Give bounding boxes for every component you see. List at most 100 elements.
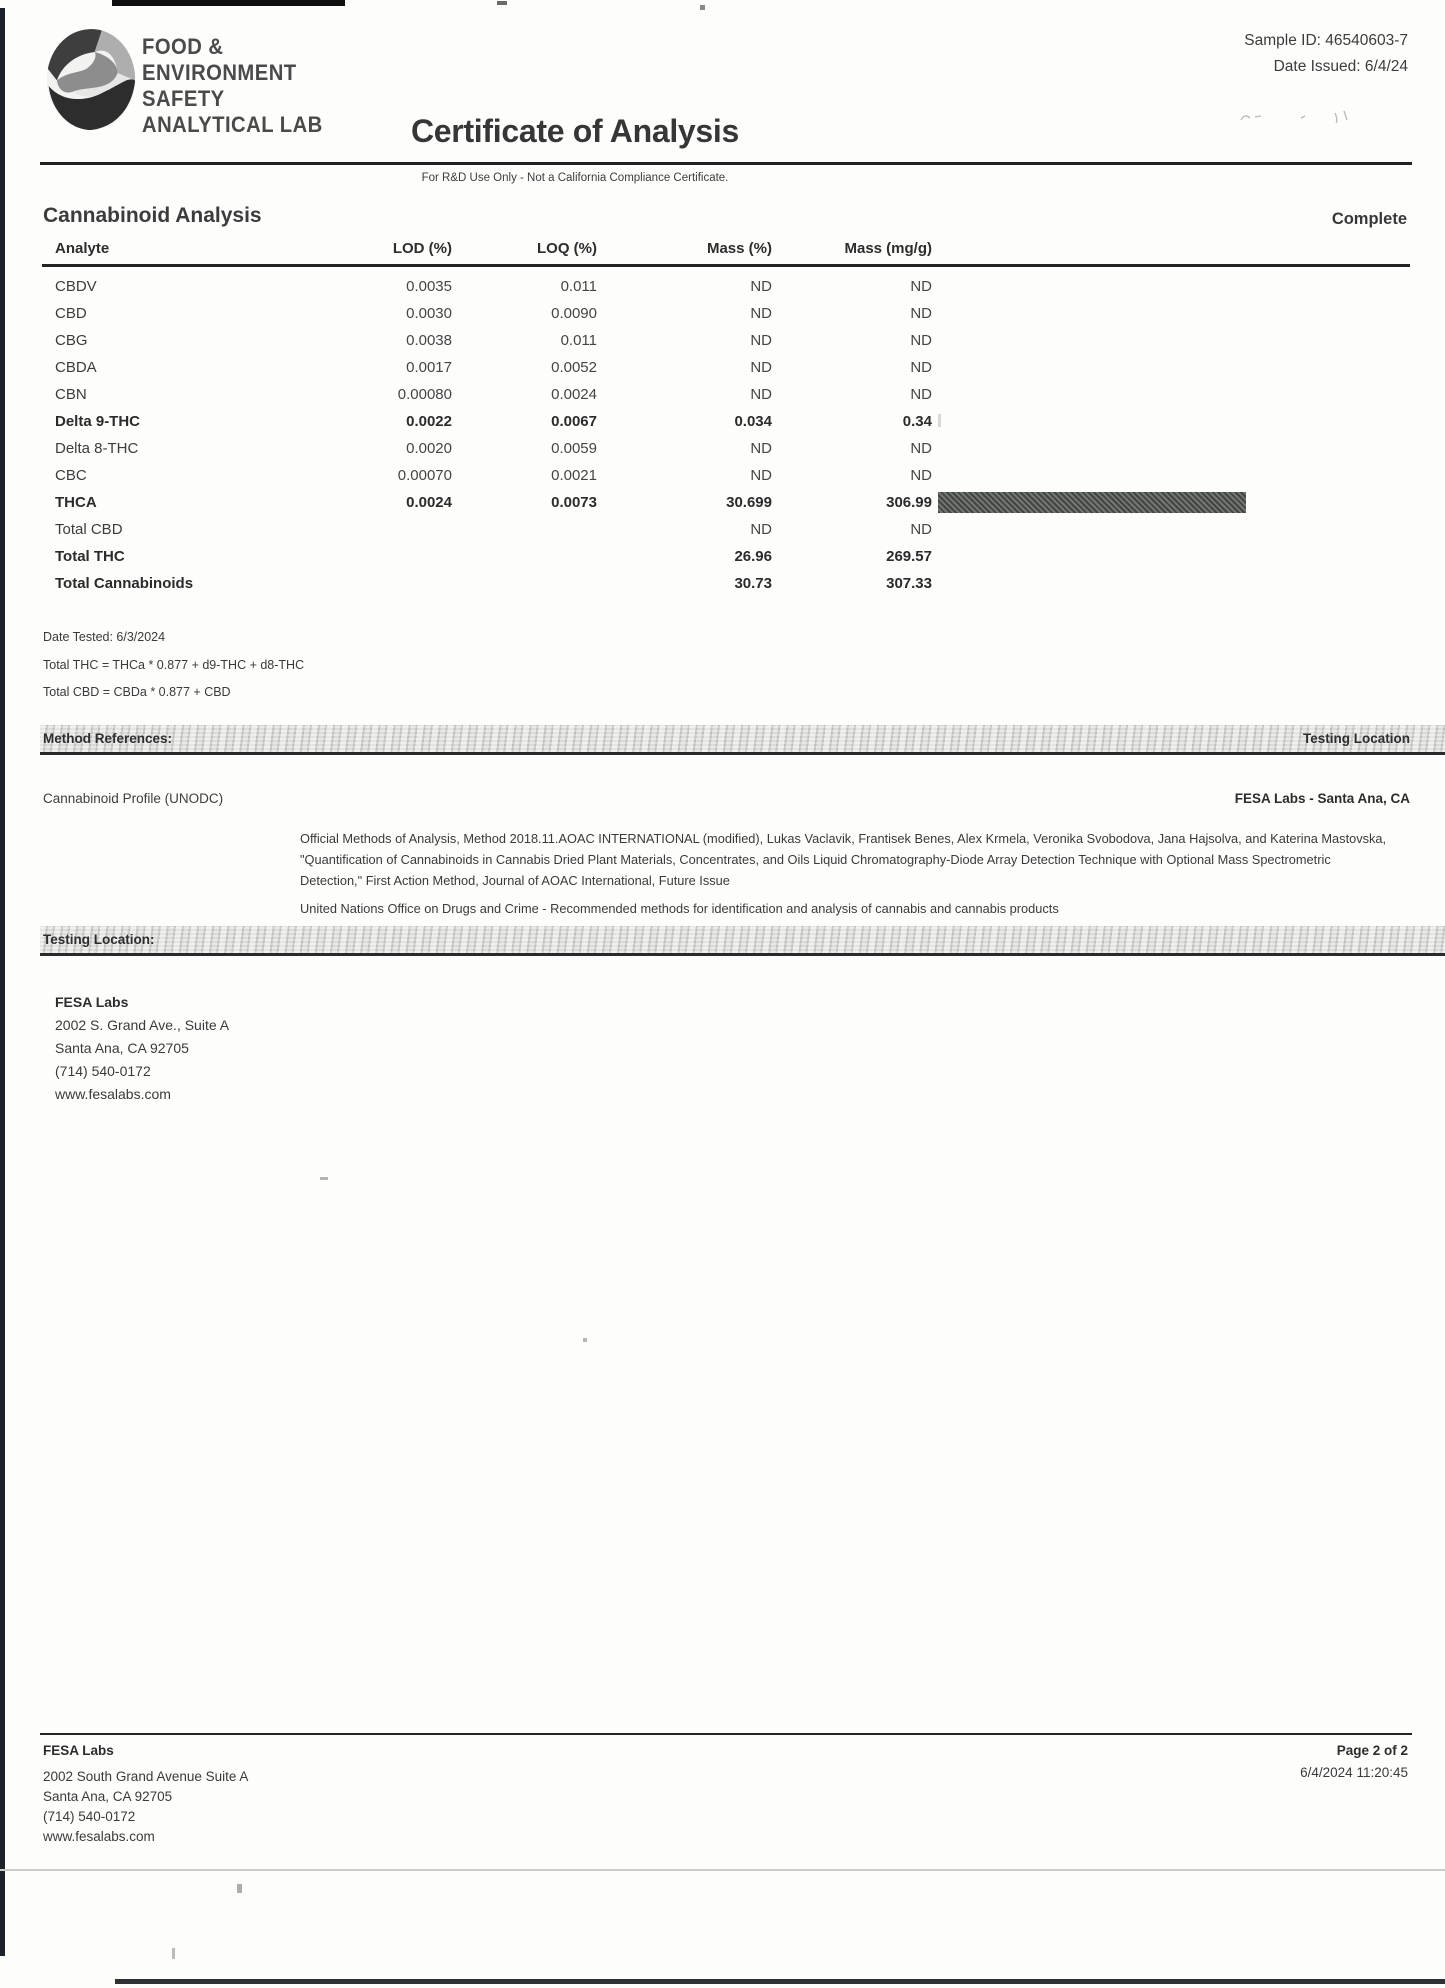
scan-faint-line [0,1869,1445,1871]
row-filler-cell [932,266,1410,301]
analyte-cell: CBN [55,386,87,403]
mass-mgg-cell: ND [910,467,932,484]
lod-cell: 0.0017 [406,359,452,376]
cannabinoid-table: Analyte LOD (%) LOQ (%) Mass (%) Mass (m… [42,240,1410,597]
table-row: Total THC 26.96 269.57 [42,543,1410,570]
website-url: www.fesalabs.com [55,1086,171,1102]
mass-mgg-cell: 269.57 [886,548,932,565]
mass-mgg-cell: 0.34 [902,413,932,430]
method-references-heading: Method References: [43,731,173,746]
lod-cell [312,543,452,570]
table-header-row: Analyte LOD (%) LOQ (%) Mass (%) Mass (m… [42,240,1410,267]
testing-location-column-heading: Testing Location [1303,731,1410,746]
table-row: Delta 8-THC 0.0020 0.0059 ND ND [42,435,1410,462]
table-row: THCA 0.0024 0.0073 30.699 306.99 [42,489,1410,516]
column-header-loq: LOQ (%) [452,240,597,267]
mass-pct-cell: ND [750,467,772,484]
un-reference-text: United Nations Office on Drugs and Crime… [300,901,1059,916]
scan-speck [583,1338,587,1342]
row-filler-cell [932,354,1410,381]
lab-name-line: ANALYTICAL LAB [142,112,323,137]
scan-speck [320,1177,328,1180]
row-filler-cell [932,543,1410,570]
mass-pct-cell: 30.73 [734,575,772,592]
mass-mgg-cell: ND [910,305,932,322]
footer-address-line-1: 2002 South Grand Avenue Suite A [43,1769,249,1784]
column-header-mass-mgg: Mass (mg/g) [772,240,932,267]
scan-speck [237,1884,242,1893]
analyte-cell: Delta 8-THC [55,440,139,457]
row-filler-cell [932,516,1410,543]
scan-speck [938,414,941,427]
sample-id: Sample ID: 46540603-7 [1244,32,1408,49]
scan-bottom-artifact [115,1979,1445,1984]
lab-name-line: ENVIRONMENT [142,60,297,85]
lod-cell: 0.0030 [406,305,452,322]
method-location-value: FESA Labs - Santa Ana, CA [1234,791,1410,806]
lod-cell: 0.00070 [397,467,452,484]
mass-mgg-cell: ND [910,332,932,349]
table-row: Delta 9-THC 0.0022 0.0067 0.034 0.34 [42,408,1410,435]
loq-cell: 0.0021 [551,467,597,484]
footer-website: www.fesalabs.com [43,1829,155,1844]
loq-cell: 0.0024 [551,386,597,403]
date-issued: Date Issued: 6/4/24 [1273,58,1408,75]
mass-mgg-cell: ND [910,521,932,538]
status-badge: Complete [1331,210,1407,228]
mass-pct-cell: ND [750,386,772,403]
pencil-mark-artifact [1238,108,1353,131]
lab-name-line: FOOD & [142,34,224,59]
table-row: CBDV 0.0035 0.011 ND ND [42,266,1410,301]
total-thc-formula: Total THC = THCa * 0.877 + d9-THC + d8-T… [43,657,305,672]
mass-mgg-cell: ND [910,440,932,457]
address-line-2: Santa Ana, CA 92705 [55,1040,189,1056]
table-row: CBD 0.0030 0.0090 ND ND [42,300,1410,327]
lod-cell: 0.0024 [406,494,452,511]
loq-cell: 0.011 [560,332,597,349]
loq-cell [452,543,597,570]
loq-cell: 0.0067 [551,413,597,430]
analyte-cell: Total Cannabinoids [55,575,194,592]
mass-pct-cell: ND [750,440,772,457]
table-row: Total Cannabinoids 30.73 307.33 [42,570,1410,597]
total-cbd-formula: Total CBD = CBDa * 0.877 + CBD [43,685,231,699]
address-line-1: 2002 S. Grand Ave., Suite A [55,1017,230,1033]
lod-cell [312,516,452,543]
footer-phone: (714) 540-0172 [43,1809,136,1824]
table-row: CBG 0.0038 0.011 ND ND [42,327,1410,354]
mass-mgg-cell: ND [910,386,932,403]
loq-cell: 0.0090 [551,305,597,322]
footer-rule [40,1733,1412,1735]
mass-pct-cell: ND [750,332,772,349]
method-references-band: Method References: Testing Location [40,725,1445,755]
scan-speck [497,1,507,5]
method-reference-text: Official Methods of Analysis, Method 201… [300,831,1387,888]
analyte-table-body: CBDV 0.0035 0.011 ND ND CBD 0.0030 0.0090 ND ND CB… [42,266,1410,598]
loq-cell: 0.011 [560,278,597,295]
mass-pct-cell: ND [750,305,772,322]
row-filler-cell [932,570,1410,597]
analyte-cell: CBDA [55,359,97,376]
loq-cell: 0.0059 [551,440,597,457]
mass-mgg-cell: 306.99 [886,494,932,511]
date-tested: Date Tested: 6/3/2024 [43,630,166,644]
analyte-cell: CBG [55,332,88,349]
testing-location-heading: Testing Location: [43,932,155,947]
print-timestamp: 6/4/2024 11:20:45 [1300,1765,1408,1780]
mass-pct-cell: 0.034 [734,413,772,430]
row-filler-cell [932,435,1410,462]
analyte-cell: CBDV [55,278,97,295]
lod-cell: 0.00080 [397,386,452,403]
mass-mgg-cell: ND [910,359,932,376]
header-rule [40,162,1412,165]
mass-mgg-cell: 307.33 [886,575,932,592]
footer-address-line-2: Santa Ana, CA 92705 [43,1789,173,1804]
row-filler-cell [932,462,1410,489]
table-notes: Date Tested: 6/3/2024 Total THC = THCa *… [43,624,304,707]
mass-mgg-cell: ND [910,278,932,295]
mass-pct-cell: ND [750,359,772,376]
row-filler-cell [932,408,1410,435]
mass-pct-cell: 30.699 [726,494,772,511]
mass-pct-cell: 26.96 [734,548,772,565]
